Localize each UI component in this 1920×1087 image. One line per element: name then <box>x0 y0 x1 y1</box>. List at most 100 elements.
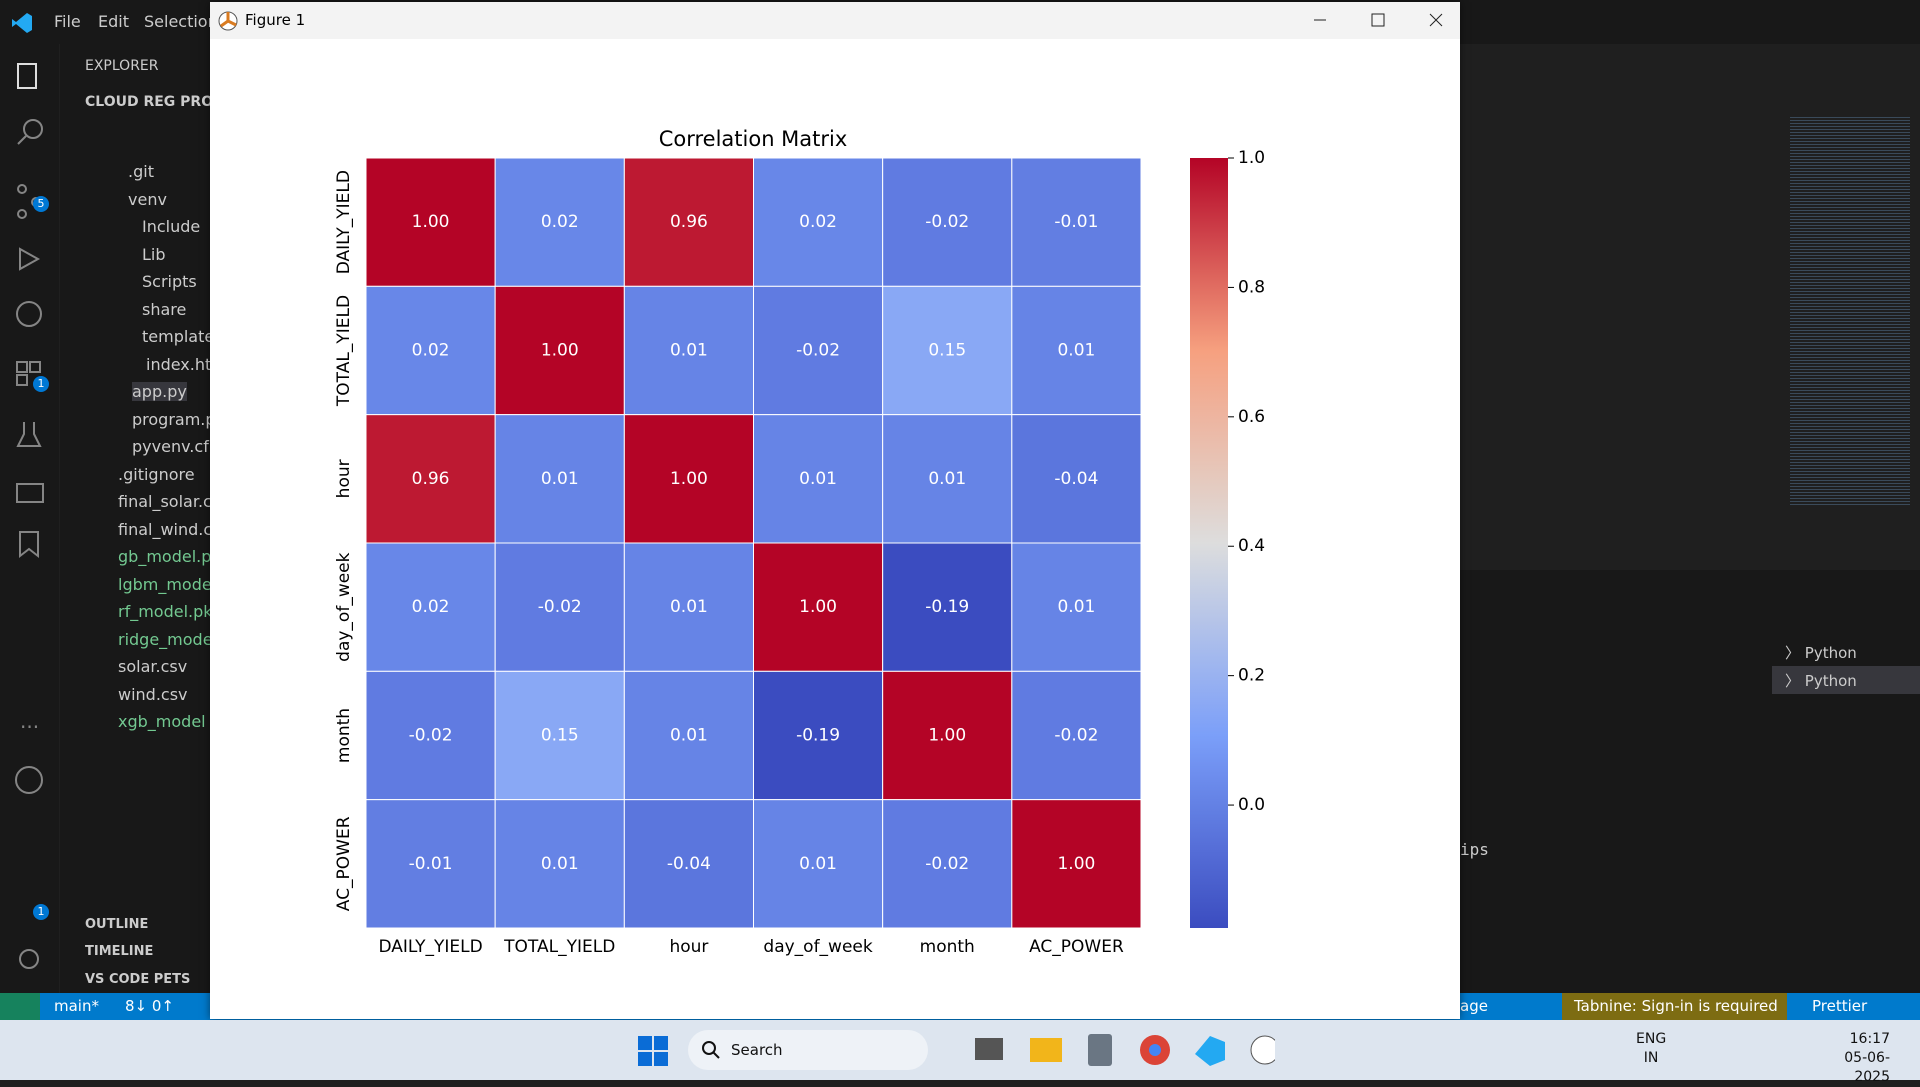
heatmap-cell <box>623 285 754 416</box>
explorer-title: EXPLORER <box>85 58 159 74</box>
heatmap-cell <box>882 157 1013 287</box>
tree-item[interactable]: .git <box>128 162 154 181</box>
section-header[interactable]: VS CODE PETS <box>85 972 191 987</box>
tree-item[interactable]: pyvenv.cf <box>132 437 209 456</box>
tree-item[interactable]: Include <box>142 217 201 236</box>
tree-item[interactable]: app.py <box>132 382 187 401</box>
tree-item[interactable]: xgb_model <box>118 712 206 731</box>
status-item[interactable]: age <box>1460 997 1488 1015</box>
section-header[interactable]: OUTLINE <box>85 917 149 932</box>
cell-label: -0.02 <box>409 726 453 746</box>
heatmap-cell <box>1011 799 1142 929</box>
cell-label: 0.96 <box>670 212 708 232</box>
cell-label: 0.01 <box>541 854 579 874</box>
cell-label: 0.01 <box>928 469 966 489</box>
y-tick-label: day_of_week <box>334 552 354 661</box>
branch[interactable]: main* <box>54 997 99 1015</box>
heatmap-cell <box>1011 542 1142 672</box>
tree-item[interactable]: venv <box>128 189 167 209</box>
heatmap-cell <box>753 799 884 929</box>
cell-label: 0.96 <box>412 469 450 489</box>
tree-item[interactable]: solar.csv <box>118 657 188 676</box>
terminal-tab[interactable]: 〉 Python <box>1785 644 1857 662</box>
cell-label: -0.01 <box>1054 212 1098 232</box>
status-item[interactable]: Prettier <box>1812 997 1868 1015</box>
heatmap-cell <box>494 285 625 416</box>
y-tick-label: TOTAL_YIELD <box>334 295 354 407</box>
heatmap-cell <box>623 670 754 801</box>
menu-item[interactable]: Edit <box>98 12 129 31</box>
section-header[interactable]: TIMELINE <box>85 944 154 959</box>
cell-label: 0.01 <box>799 854 837 874</box>
tree-item[interactable]: wind.csv <box>118 684 188 704</box>
cell-label: -0.02 <box>1054 726 1098 746</box>
pinned-apps[interactable] <box>975 1032 1275 1072</box>
y-tick-label: AC_POWER <box>334 816 354 911</box>
x-tick-label: TOTAL_YIELD <box>503 937 615 957</box>
cell-label: 0.01 <box>1057 597 1095 617</box>
cell-label: 0.02 <box>541 212 579 232</box>
cell-label: -0.02 <box>925 854 969 874</box>
cell-label: -0.04 <box>1054 469 1098 489</box>
tree-item[interactable]: program.p <box>132 409 216 429</box>
heatmap-cell <box>753 670 884 801</box>
terminal-tab[interactable]: 〉 Python <box>1785 672 1857 690</box>
start-button[interactable] <box>638 1036 668 1066</box>
badge: 5 <box>33 196 49 212</box>
panel: 〉 Python 〉 Python ips <box>1460 570 1920 993</box>
cell-label: -0.02 <box>538 597 582 617</box>
remote-button[interactable] <box>0 993 40 1020</box>
menu-item[interactable]: File <box>54 12 81 31</box>
chart-title: Correlation Matrix <box>659 127 848 151</box>
project-title[interactable]: CLOUD REG PROJEC <box>85 94 239 110</box>
cell-label: 1.00 <box>799 597 837 617</box>
tree-item[interactable]: gb_model.p <box>118 547 212 566</box>
minimap <box>1790 115 1910 505</box>
tree-item[interactable]: lgbm_mode <box>118 574 212 594</box>
tree-item[interactable]: ridge_mode <box>118 629 213 649</box>
colorbar-tick-label: 0.2 <box>1238 666 1265 686</box>
cell-label: 1.00 <box>670 469 708 489</box>
tree-item[interactable]: final_wind.c <box>118 519 213 539</box>
tabnine-bg <box>1562 993 1787 1020</box>
sync[interactable]: 8↓ 0↑ <box>125 997 174 1015</box>
cell-label: 1.00 <box>412 212 450 232</box>
cell-label: 1.00 <box>1057 854 1095 874</box>
tree-item[interactable]: templates <box>142 327 223 346</box>
colorbar-tick-label: 0.6 <box>1238 407 1265 427</box>
cell-label: 0.15 <box>928 341 966 361</box>
colorbar-tick-label: 0.8 <box>1238 277 1265 297</box>
search-box[interactable]: Search <box>688 1030 928 1070</box>
badge: 1 <box>33 376 49 392</box>
cell-label: 0.02 <box>412 597 450 617</box>
y-tick-label: DAILY_YIELD <box>334 170 354 274</box>
heatmap-cell <box>1011 414 1142 544</box>
heatmap-cell <box>882 799 1013 929</box>
tree-item[interactable]: index.ht <box>146 354 212 374</box>
activity-icons: ··· <box>15 63 44 969</box>
heatmap-cell <box>1011 670 1142 801</box>
tree-item[interactable]: rf_model.pk <box>118 602 213 621</box>
y-tick-label: hour <box>334 459 354 498</box>
cell-label: 0.01 <box>541 469 579 489</box>
heatmap-cell <box>494 670 625 801</box>
cell-label: 1.00 <box>541 341 579 361</box>
heatmap-cell <box>753 285 884 416</box>
tree-item[interactable]: .gitignore <box>118 464 195 484</box>
cell-label: -0.04 <box>667 854 711 874</box>
x-tick-label: hour <box>669 937 708 957</box>
tree-item[interactable]: share <box>142 299 187 319</box>
language[interactable]: ENG IN <box>1636 1030 1666 1068</box>
status-item[interactable]: Tabnine: Sign-in is required <box>1574 997 1778 1015</box>
editor <box>1460 110 1920 565</box>
tree-item[interactable]: Lib <box>142 244 166 264</box>
clock[interactable]: 16:17 05-06-2025 <box>1810 1030 1890 1087</box>
x-tick-label: AC_POWER <box>1029 937 1124 957</box>
window-controls[interactable] <box>1300 2 1460 39</box>
menu-item[interactable]: Selection <box>144 12 218 31</box>
tree-item[interactable]: final_solar.c <box>118 492 212 511</box>
date: 05-06-2025 <box>1844 1050 1890 1085</box>
tree-item[interactable]: Scripts <box>142 272 197 291</box>
